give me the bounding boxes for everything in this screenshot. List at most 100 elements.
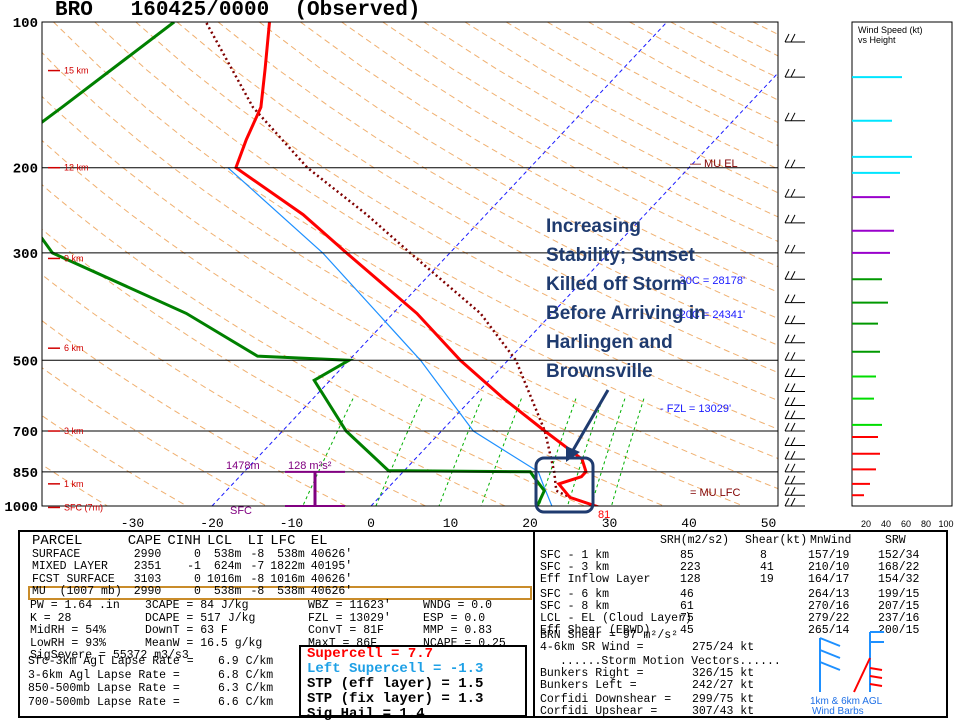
parcel-cell: 538m	[205, 586, 246, 598]
annotation-arrow	[572, 390, 608, 452]
sr-wind-label: 4-6km SR Wind =	[540, 642, 644, 655]
supercell-value: Supercell = 7.7	[301, 647, 525, 662]
parcel-cell: MIXED LAYER	[30, 561, 126, 573]
wind-barb-flag	[791, 411, 795, 419]
temperature-tick-label: -10	[280, 516, 303, 530]
wind-barb-flag	[785, 335, 789, 343]
wind-barb-flag	[785, 295, 789, 303]
parcel-cell: 1822m	[268, 561, 309, 573]
temperature-tick-label: 0	[367, 516, 375, 530]
kinematics-cell: 19	[760, 574, 774, 587]
supercell-box: Supercell = 7.7 Left Supercell = -1.3 ST…	[299, 645, 527, 717]
height-label: 15 km	[64, 66, 89, 76]
kinematics-cell: Shear(kt)	[745, 535, 807, 548]
index-item: MeanW = 16.5 g/kg	[145, 638, 262, 651]
wind-barb-flag	[785, 160, 789, 168]
corfidi-up-label: Corfidi Upshear =	[540, 706, 657, 719]
temperature-tick-label: -20	[200, 516, 223, 530]
wind-barb-flag	[791, 383, 795, 391]
wind-barb-flag	[791, 113, 795, 121]
left-supercell-value: Left Supercell = -1.3	[301, 662, 525, 677]
wind-barb-flag	[791, 335, 795, 343]
wind-barb-flag	[791, 423, 795, 431]
wind-barb-flag	[785, 69, 789, 77]
dry-adiabat-line	[753, 22, 960, 516]
parcel-trace	[206, 22, 600, 508]
panel-divider	[533, 532, 535, 716]
temperature-tick-label: 20	[522, 516, 538, 530]
wind-barb-flag	[791, 368, 795, 376]
height-label: 9 km	[64, 253, 84, 263]
kinematics-cell: SRH(m2/s2)	[660, 535, 729, 548]
parcel-header-cell: LFC	[268, 534, 309, 549]
wind-barb-flag	[791, 69, 795, 77]
wind-barb-flag	[791, 398, 795, 406]
wind-barb-flag	[785, 215, 789, 223]
mu-lfc-label: = MU LFC	[690, 487, 740, 499]
wind-barb-flag	[785, 438, 789, 446]
pressure-tick-label: 200	[13, 162, 38, 178]
wind-barb-flag	[791, 295, 795, 303]
index-item: WBZ = 11623'	[308, 600, 391, 613]
wind-barb-flag	[791, 487, 795, 495]
wind-barb-flag	[791, 215, 795, 223]
wind-barb-flag	[791, 352, 795, 360]
parcel-cell: 624m	[205, 561, 246, 573]
mixing-ratio-line	[373, 399, 423, 515]
annotation-line: Harlingen and	[546, 328, 746, 357]
index-item: MMP = 0.83	[423, 625, 506, 638]
dry-adiabat-line	[0, 22, 125, 516]
wind-barb-flag	[785, 487, 789, 495]
kinematics-cell: 45	[680, 625, 694, 638]
kinematics-cell: MnWind	[810, 535, 851, 548]
mu-el-label: — MU EL	[690, 158, 738, 170]
index-item: DownT = 63 F	[145, 625, 262, 638]
wind-barb-flag	[791, 316, 795, 324]
wind-barb-flag	[785, 245, 789, 253]
wind-barb-flag	[785, 113, 789, 121]
wind-barb-flag	[791, 245, 795, 253]
lapse-rate-row: Sfc-3km Agl Lapse Rate =6.9 C/km	[28, 656, 194, 670]
wetbulb-trace	[228, 168, 553, 508]
wind-speed-tick: 100	[938, 519, 953, 529]
mixing-ratio-line	[609, 399, 644, 515]
wind-barb-flag	[791, 160, 795, 168]
parcel-cell: -8	[245, 586, 268, 598]
annotation-line: Increasing	[546, 212, 746, 241]
parcel-header-cell: LCL	[205, 534, 246, 549]
wind-speed-tick: 60	[901, 519, 911, 529]
parcel-header-cell: EL	[309, 534, 356, 549]
wind-barb-flag	[791, 438, 795, 446]
wind-barb-flag	[791, 464, 795, 472]
annotation-line: Stability; Sunset	[546, 241, 746, 270]
pressure-tick-label: 1000	[4, 500, 38, 516]
wind-barb-flag	[785, 189, 789, 197]
dry-adiabat-line	[0, 22, 367, 516]
wind-barb-flag	[785, 498, 789, 506]
pressure-tick-label: 850	[13, 466, 38, 482]
temperature-tick-label: 40	[681, 516, 697, 530]
parcel-cell: 2351	[126, 561, 166, 573]
plot-area	[0, 22, 960, 516]
wind-barb-flag	[785, 316, 789, 324]
wind-barb-flag	[791, 34, 795, 42]
parcel-header-cell: CAPE	[126, 534, 166, 549]
fzl-label: - FZL = 13029'	[660, 403, 731, 415]
srh-value-label: 128 m²s²	[288, 460, 332, 472]
wind-barb-flag	[791, 189, 795, 197]
index-item: WNDG = 0.0	[423, 600, 506, 613]
bunkers-left-label: Bunkers Left =	[540, 680, 637, 693]
parcel-cell: MU (1007 mb)	[30, 586, 126, 598]
parcel-header-cell: PARCEL	[30, 534, 126, 549]
mixing-ratio-line	[436, 399, 482, 515]
parcel-cell: 40626'	[309, 586, 356, 598]
parcel-cell: 40195'	[309, 561, 356, 573]
wind-speed-tick: 20	[861, 519, 871, 529]
